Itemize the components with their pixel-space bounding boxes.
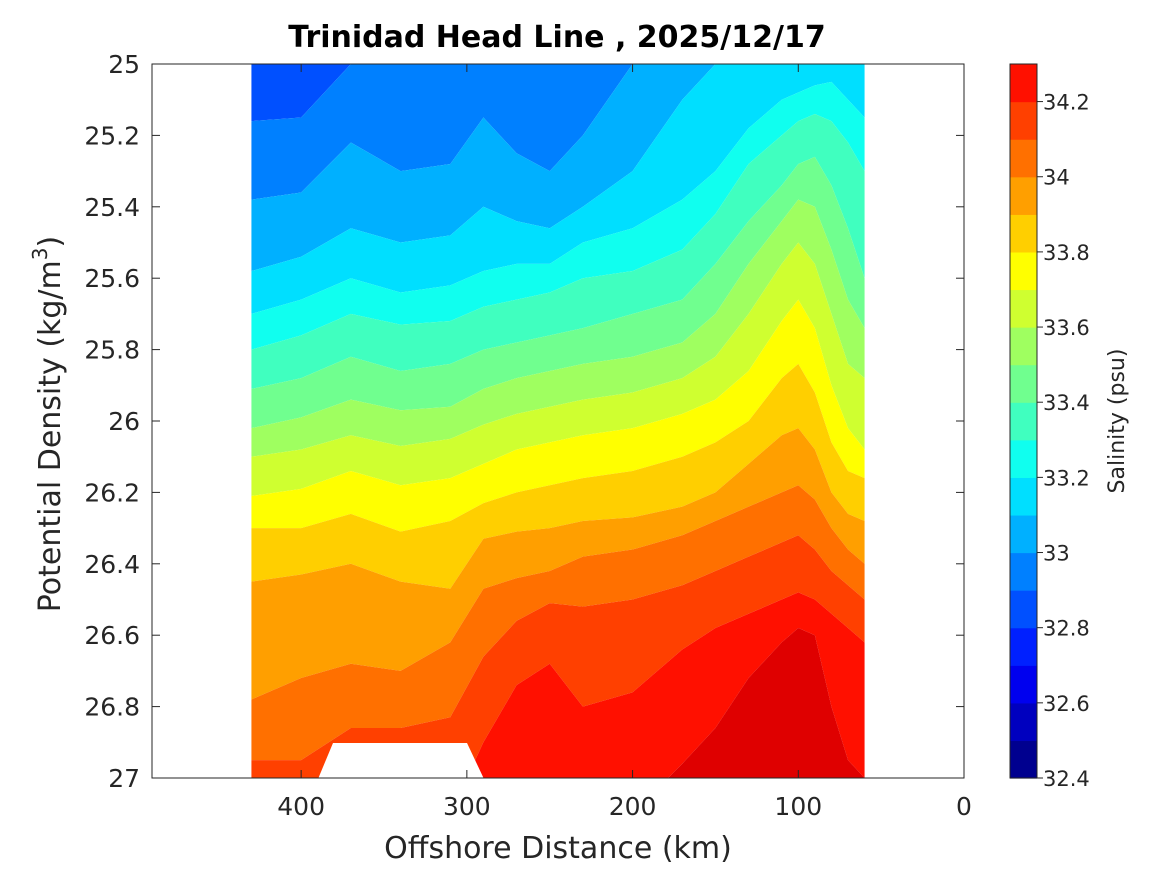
x-axis-ticks: 400 300 200 100 0: [277, 64, 972, 821]
contour-band: [668, 628, 865, 778]
x-tick-label: 300: [443, 792, 491, 821]
colorbar-band: [1010, 590, 1037, 629]
colorbar-band: [1010, 665, 1037, 704]
contour-band: [251, 199, 865, 457]
colorbar-bands: [1010, 64, 1037, 779]
x-tick-label: 200: [609, 792, 657, 821]
y-tick-label: 26.2: [84, 478, 140, 507]
contour-band: [251, 428, 865, 700]
contour-band: [251, 535, 865, 778]
colorbar-tick-label: 32.4: [1043, 767, 1090, 791]
bathymetry-mask: [318, 743, 484, 779]
plot-area: 400 300 200 100 0 25 25.2 25.4 25.6 25.8 26 26.2 26…: [84, 50, 972, 821]
y-tick-label: 25.4: [84, 193, 140, 222]
colorbar-band: [1010, 101, 1037, 140]
colorbar-band: [1010, 627, 1037, 666]
y-tick-label: 27: [108, 764, 140, 793]
contour-band: [251, 64, 865, 122]
contour-band: [251, 64, 865, 314]
y-tick-label: 25.6: [84, 264, 140, 293]
colorbar-frame: [1009, 63, 1038, 779]
y-tick-label: 26.6: [84, 621, 140, 650]
colorbar-tick-label: 33.4: [1043, 391, 1090, 415]
y-axis-label-text: Potential Density (kg/m: [33, 260, 68, 612]
colorbar-tick-label: 34: [1043, 166, 1070, 190]
contour-band: [251, 363, 865, 589]
contour-band: [251, 299, 865, 532]
colorbar-band: [1010, 214, 1037, 253]
colorbar-tick-label: 34.2: [1043, 91, 1090, 115]
y-axis-label-close: ): [33, 236, 68, 248]
colorbar-band: [1010, 702, 1037, 742]
colorbar-band: [1010, 552, 1037, 591]
colorbar-band: [1010, 176, 1037, 215]
y-axis-ticks: 25 25.2 25.4 25.6 25.8 26 26.2 26.4 26.6 26.8 27: [84, 50, 964, 793]
salinity-contours: [251, 64, 865, 778]
colorbar-band: [1010, 251, 1037, 291]
y-axis-label-superscript: 3: [28, 247, 52, 260]
contour-band: [251, 242, 865, 496]
chart-title: Trinidad Head Line , 2025/12/17: [288, 20, 825, 55]
colorbar-tick-label: 32.6: [1043, 692, 1090, 716]
contour-band: [466, 592, 865, 778]
colorbar-tick-label: 33.6: [1043, 316, 1090, 340]
y-tick-label: 26.4: [84, 550, 140, 579]
y-tick-label: 25.2: [84, 121, 140, 150]
contour-band: [251, 64, 865, 200]
contour-band: [251, 81, 865, 350]
y-tick-label: 26: [108, 407, 140, 436]
colorbar-band: [1010, 289, 1037, 328]
x-tick-label: 0: [956, 792, 972, 821]
y-tick-label: 25.8: [84, 336, 140, 365]
colorbar-band: [1010, 514, 1037, 554]
y-tick-label: 26.8: [84, 693, 140, 722]
contour-band: [251, 113, 865, 389]
colorbar-tick-label: 33.2: [1043, 466, 1090, 490]
colorbar-band: [1010, 364, 1037, 403]
colorbar-band: [1010, 64, 1037, 103]
colorbar-ticks: 32.4 32.6 32.8 33 33.2 33.4 33.6 33.8 34 34.2: [1037, 91, 1090, 791]
colorbar-label: Salinity (psu): [1105, 349, 1130, 494]
y-axis-label: Potential Density (kg/m3): [28, 236, 68, 612]
colorbar: 32.4 32.6 32.8 33 33.2 33.4 33.6 33.8 34 34.2 Sal…: [1009, 63, 1130, 791]
colorbar-band: [1010, 327, 1037, 366]
colorbar-band: [1010, 402, 1037, 441]
colorbar-tick-label: 33.8: [1043, 241, 1090, 265]
contour-band: [251, 485, 865, 761]
contour-band: [251, 156, 865, 429]
colorbar-band: [1010, 477, 1037, 516]
colorbar-band: [1010, 740, 1037, 779]
colorbar-tick-label: 32.8: [1043, 617, 1090, 641]
contour-band: [251, 64, 865, 272]
x-tick-label: 100: [774, 792, 822, 821]
colorbar-band: [1010, 139, 1037, 178]
x-axis-label: Offshore Distance (km): [384, 831, 732, 866]
colorbar-band: [1010, 439, 1037, 478]
x-tick-label: 400: [277, 792, 325, 821]
y-tick-label: 25: [108, 50, 140, 79]
colorbar-tick-label: 33: [1043, 542, 1070, 566]
